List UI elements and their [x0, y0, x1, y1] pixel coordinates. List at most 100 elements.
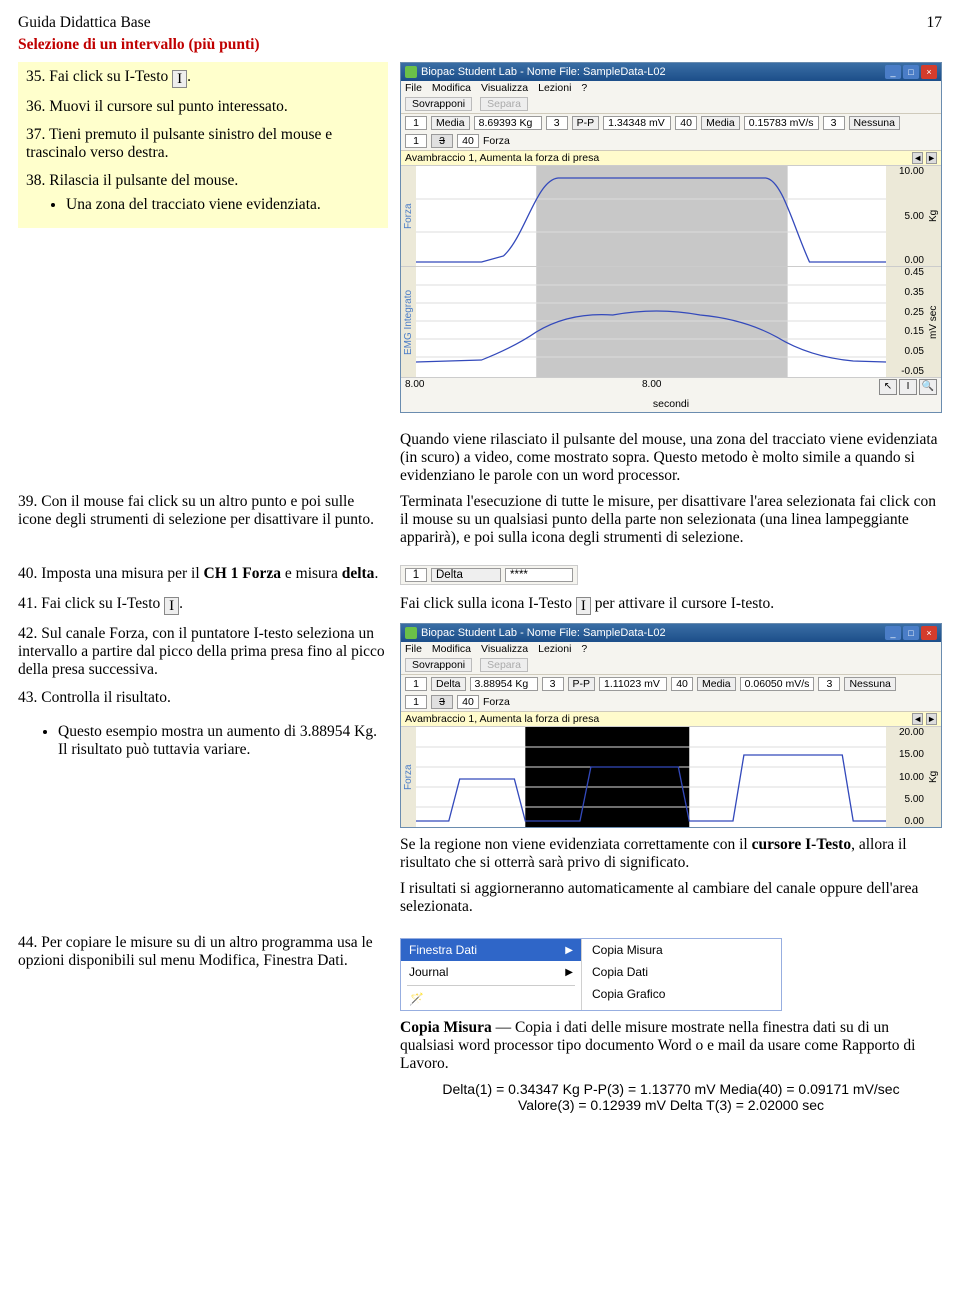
context-menu[interactable]: Finestra Dati▶ Journal▶ 🪄 Copia Misura C…	[400, 938, 782, 1011]
arrow-tool-icon[interactable]: ↖	[879, 379, 897, 395]
maximize-icon[interactable]: □	[903, 65, 919, 79]
ctx-copia-misura[interactable]: Copia Misura	[582, 939, 781, 961]
itesto-icon: I	[172, 70, 187, 88]
page-header: Guida Didattica Base 17	[18, 14, 942, 32]
menu-file[interactable]: File	[405, 82, 422, 94]
itesto-icon: I	[164, 597, 179, 615]
menu-modifica[interactable]: Modifica	[432, 82, 471, 94]
toolbar: Sovrapponi Separa	[401, 95, 941, 114]
delta-ch[interactable]: 1	[405, 568, 427, 582]
step-42: 42. Sul canale Forza, con il puntatore I…	[18, 625, 388, 679]
btn-separa[interactable]: Separa	[480, 97, 528, 111]
ctx-copia-grafico[interactable]: Copia Grafico	[582, 983, 781, 1005]
itesto-icon: I	[576, 597, 591, 615]
toolbar: Sovrapponi Separa	[401, 656, 941, 675]
tool-icons[interactable]: ↖I🔍	[879, 379, 937, 395]
ctx-copia-dati[interactable]: Copia Dati	[582, 961, 781, 983]
menu-bar[interactable]: FileModificaVisualizzaLezioni?	[401, 642, 941, 656]
measure-row: 1Media8.69393 Kg 3P-P1.34348 mV 40Media0…	[401, 114, 941, 132]
y-ticks-2: 20.00 15.00 10.00 5.00 0.00	[886, 727, 926, 827]
m1-ch[interactable]: 1	[405, 116, 427, 130]
step-43-bullet: Questo esempio mostra un aumento di 3.88…	[58, 723, 388, 759]
minimize-icon[interactable]: _	[885, 626, 901, 640]
y-unit-forza: Kg	[926, 166, 941, 266]
window-title: Biopac Student Lab - Nome File: SampleDa…	[421, 66, 666, 78]
channel-label: Forza	[483, 135, 510, 147]
forza-plot-2[interactable]	[416, 727, 886, 827]
step-44: 44. Per copiare le misure su di un altro…	[18, 934, 388, 1113]
scroll-left-icon[interactable]: ◄	[912, 713, 923, 725]
ctx-finestra-dati[interactable]: Finestra Dati▶	[401, 939, 581, 961]
y-ticks-emg: 0.45 0.35 0.25 0.15 0.05 -0.05	[886, 267, 926, 377]
close-icon[interactable]: ×	[921, 626, 937, 640]
chart-emg: EMG Integrato 0.45 0.35 0.25 0.15 0.05 -…	[401, 266, 941, 377]
zoom-tool-icon[interactable]: 🔍	[919, 379, 937, 395]
m2-label[interactable]: P-P	[572, 116, 600, 130]
body-3b: per attivare il cursore I-testo.	[591, 595, 774, 612]
body-6a: Copia Misura	[400, 1019, 492, 1036]
step-43: 43. Controlla il risultato.	[18, 689, 388, 707]
wand-icon: 🪄	[409, 992, 424, 1006]
biopac-window-2: Biopac Student Lab - Nome File: SampleDa…	[400, 623, 942, 828]
itesto-tool-icon[interactable]: I	[899, 379, 917, 395]
step-39: 39. Con il mouse fai click su un altro p…	[18, 493, 388, 555]
scroll-left-icon[interactable]: ◄	[912, 152, 923, 164]
m3-label[interactable]: Media	[701, 116, 740, 130]
step-38-bullet: Una zona del tracciato viene evidenziata…	[66, 196, 380, 214]
emg-plot[interactable]	[416, 267, 886, 377]
close-icon[interactable]: ×	[921, 65, 937, 79]
m2-ch[interactable]: 3	[546, 116, 568, 130]
delta-measure-row: 1 Delta ****	[400, 565, 578, 585]
title-bar[interactable]: Biopac Student Lab - Nome File: SampleDa…	[401, 624, 941, 642]
annotation-bar: Avambraccio 1, Aumenta la forza di presa…	[401, 712, 941, 727]
menu-lezioni[interactable]: Lezioni	[538, 82, 571, 94]
delta-label[interactable]: Delta	[431, 568, 501, 582]
chevron-right-icon: ▶	[565, 945, 573, 956]
page-number: 17	[927, 14, 943, 32]
menu-help[interactable]: ?	[581, 82, 587, 94]
step-35-text: 35. Fai click su I-Testo	[26, 68, 172, 85]
chart-forza: Forza 10.00 5.00 0.00 Kg	[401, 166, 941, 266]
maximize-icon[interactable]: □	[903, 626, 919, 640]
measure-row: 1Delta3.88954 Kg 3P-P1.11023 mV 40Media0…	[401, 675, 941, 693]
scroll-right-icon[interactable]: ►	[926, 713, 937, 725]
scroll-right-icon[interactable]: ►	[926, 152, 937, 164]
chan-1[interactable]: 1	[405, 134, 427, 148]
channel-row: 1 3 40 Forza	[401, 132, 941, 151]
window-buttons[interactable]: _□×	[885, 65, 937, 79]
body-3a: Fai click sulla icona I-Testo	[400, 595, 576, 612]
m3-ch[interactable]: 40	[675, 116, 697, 130]
biopac-window-1: Biopac Student Lab - Nome File: SampleDa…	[400, 62, 942, 413]
forza-plot[interactable]	[416, 166, 886, 266]
x-unit-bar: secondi	[401, 396, 941, 412]
step-37: 37. Tieni premuto il pulsante sinistro d…	[26, 126, 380, 162]
btn-sovrapponi[interactable]: Sovrapponi	[405, 658, 472, 672]
body-para-2: Terminata l'esecuzione di tutte le misur…	[400, 493, 942, 547]
app-icon	[405, 66, 417, 78]
m1-val: 8.69393 Kg	[474, 116, 542, 130]
window-buttons[interactable]: _□×	[885, 626, 937, 640]
m1-label[interactable]: Media	[431, 116, 470, 130]
step-36: 36. Muovi il cursore sul punto interessa…	[26, 98, 380, 116]
step-41: 41. Fai click su I-Testo	[18, 595, 164, 612]
section-title: Selezione di un intervallo (più punti)	[18, 36, 942, 54]
m4-ch[interactable]: 3	[823, 116, 845, 130]
body-para-1: Quando viene rilasciato il pulsante del …	[400, 431, 942, 485]
menu-visualizza[interactable]: Visualizza	[481, 82, 528, 94]
y-ticks-forza: 10.00 5.00 0.00	[886, 166, 926, 266]
chan-40[interactable]: 40	[457, 134, 479, 148]
chevron-right-icon: ▶	[565, 967, 573, 978]
chan-3[interactable]: 3	[431, 134, 453, 148]
btn-separa[interactable]: Separa	[480, 658, 528, 672]
ctx-journal[interactable]: Journal▶	[401, 961, 581, 983]
y-label-emg: EMG Integrato	[401, 267, 416, 377]
menu-bar[interactable]: File Modifica Visualizza Lezioni ?	[401, 81, 941, 95]
btn-sovrapponi[interactable]: Sovrapponi	[405, 97, 472, 111]
x-axis: 8.00 8.00 ↖I🔍	[401, 377, 941, 396]
m4-label[interactable]: Nessuna	[849, 116, 900, 130]
minimize-icon[interactable]: _	[885, 65, 901, 79]
body-4a: Se la regione non viene evidenziata corr…	[400, 836, 752, 853]
title-bar[interactable]: Biopac Student Lab - Nome File: SampleDa…	[401, 63, 941, 81]
delta-val: ****	[505, 568, 573, 582]
ctx-autoconfig[interactable]: 🪄	[401, 988, 581, 1010]
